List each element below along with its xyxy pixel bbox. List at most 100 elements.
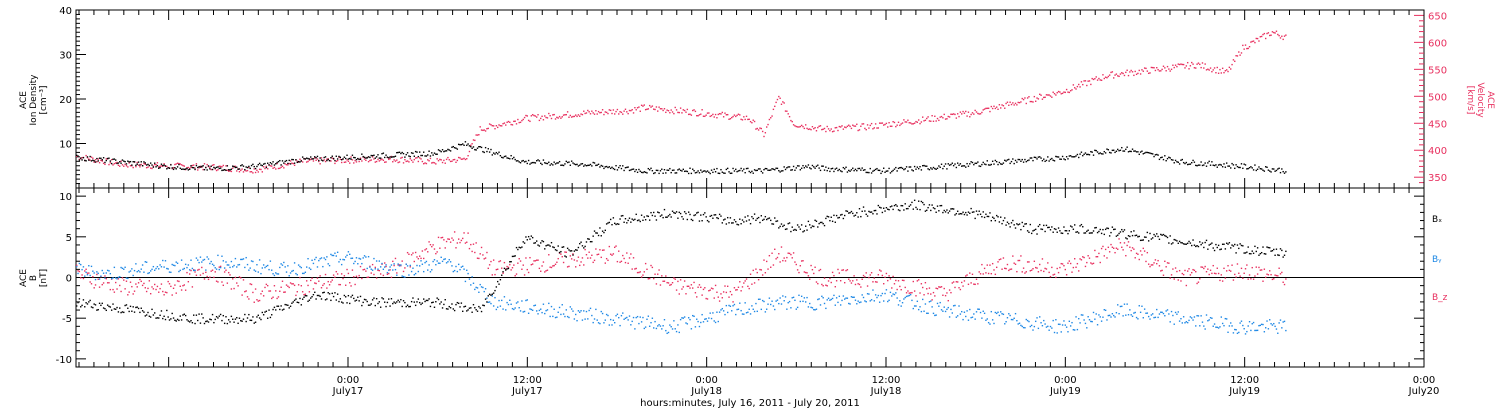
by-series-point (749, 313, 752, 315)
velocity-series-point (692, 109, 694, 112)
velocity-series-point (856, 123, 858, 125)
bz-series-point (761, 274, 764, 276)
velocity-series-point (718, 112, 721, 115)
bx-series-point (409, 305, 411, 308)
ion-density-series-point (191, 166, 194, 169)
ion-density-series-point (741, 170, 744, 172)
bx-series-point (585, 241, 588, 243)
ion-density-series-point (856, 169, 858, 172)
velocity-series-point (261, 171, 264, 173)
velocity-series-point (974, 109, 976, 112)
bz-series-point (1195, 271, 1197, 273)
by-series-point (669, 324, 671, 326)
bz-series-point (1200, 266, 1202, 268)
bx-series-point (332, 295, 335, 298)
bz-series-point (1250, 278, 1252, 280)
bx-series-point (1056, 231, 1058, 233)
bz-series-point (479, 253, 481, 255)
bx-series-point (654, 215, 656, 217)
bx-series-point (373, 297, 375, 299)
by-series-point (983, 312, 986, 315)
bx-series-point (502, 271, 504, 273)
ion-density-series-point (950, 163, 952, 166)
bz-series-point (574, 266, 577, 268)
bz-series-point (1039, 263, 1041, 266)
ion-density-series-point (897, 167, 900, 170)
by-series-point (1045, 326, 1048, 328)
bx-series-point (334, 292, 336, 294)
ion-density-series-point (799, 169, 802, 171)
velocity-series-point (503, 122, 506, 124)
velocity-series-point (618, 113, 620, 115)
ion-density-series-point (447, 148, 449, 151)
ion-density-series-point (864, 169, 866, 171)
velocity-series-point (1165, 70, 1167, 72)
by-series-point (800, 295, 803, 298)
by-series-point (839, 304, 842, 306)
bz-series-point (202, 272, 204, 275)
ion-density-series-point (510, 154, 512, 157)
by-series-point (692, 314, 694, 317)
by-series-point (1270, 322, 1272, 325)
velocity-series-point (100, 159, 102, 162)
bx-series-point (1009, 226, 1011, 228)
velocity-series-point (145, 166, 148, 169)
bz-series-point (564, 251, 566, 253)
velocity-series-point (490, 124, 492, 126)
by-series-point (271, 269, 273, 271)
velocity-series-point (94, 159, 97, 161)
bx-series-point (371, 299, 374, 301)
ion-density-series-point (260, 164, 262, 166)
by-series-point (784, 296, 787, 298)
velocity-series-point (324, 160, 327, 163)
bz-series-point (301, 291, 304, 293)
velocity-series-point (1131, 71, 1134, 73)
bz-series-point (214, 271, 216, 273)
by-series-point (1269, 319, 1271, 321)
by-series-point (353, 262, 355, 265)
bx-series-point (378, 301, 381, 303)
bz-series-point (608, 245, 611, 248)
by-series-point (513, 308, 515, 311)
ion-density-series-point (408, 155, 410, 157)
ion-density-series-point (345, 157, 347, 160)
ion-density-series-point (507, 157, 510, 159)
velocity-series-point (398, 161, 401, 163)
bz-series-point (225, 269, 227, 271)
ion-density-series-point (503, 155, 506, 158)
bx-series-point (829, 219, 831, 222)
velocity-series-point (293, 164, 296, 167)
ion-density-series-point (623, 169, 625, 172)
by-series-point (744, 302, 746, 304)
bx-series-point (619, 218, 621, 220)
bx-series-point (338, 300, 340, 303)
ion-density-series-point (848, 169, 850, 172)
ion-density-series-point (187, 169, 190, 171)
ion-density-series-point (720, 168, 722, 171)
bx-series-point (759, 221, 761, 224)
by-series-point (158, 268, 160, 270)
by-series-point (595, 308, 597, 311)
bz-series-point (389, 269, 391, 271)
ion-density-series-point (420, 154, 422, 157)
ion-density-series-point (213, 166, 215, 169)
bz-series-point (545, 270, 547, 272)
bx-series-point (84, 306, 86, 308)
by-series-point (452, 270, 455, 273)
by-series-point (928, 301, 931, 303)
ion-density-series-point (452, 145, 455, 148)
ion-density-series-point (1196, 165, 1198, 167)
by-series-point (541, 311, 543, 314)
velocity-series-point (978, 113, 980, 115)
bx-series-point (1166, 236, 1169, 239)
bz-series-point (823, 277, 826, 279)
ion-density-series (76, 141, 1287, 175)
by-series-point (191, 267, 194, 270)
by-series-point (110, 277, 113, 280)
velocity-series-point (854, 125, 857, 127)
velocity-series-point (1082, 83, 1084, 86)
by-series-point (653, 327, 655, 329)
bx-series-point (674, 212, 676, 214)
bx-series (76, 199, 1287, 325)
by-series-point (106, 269, 109, 272)
